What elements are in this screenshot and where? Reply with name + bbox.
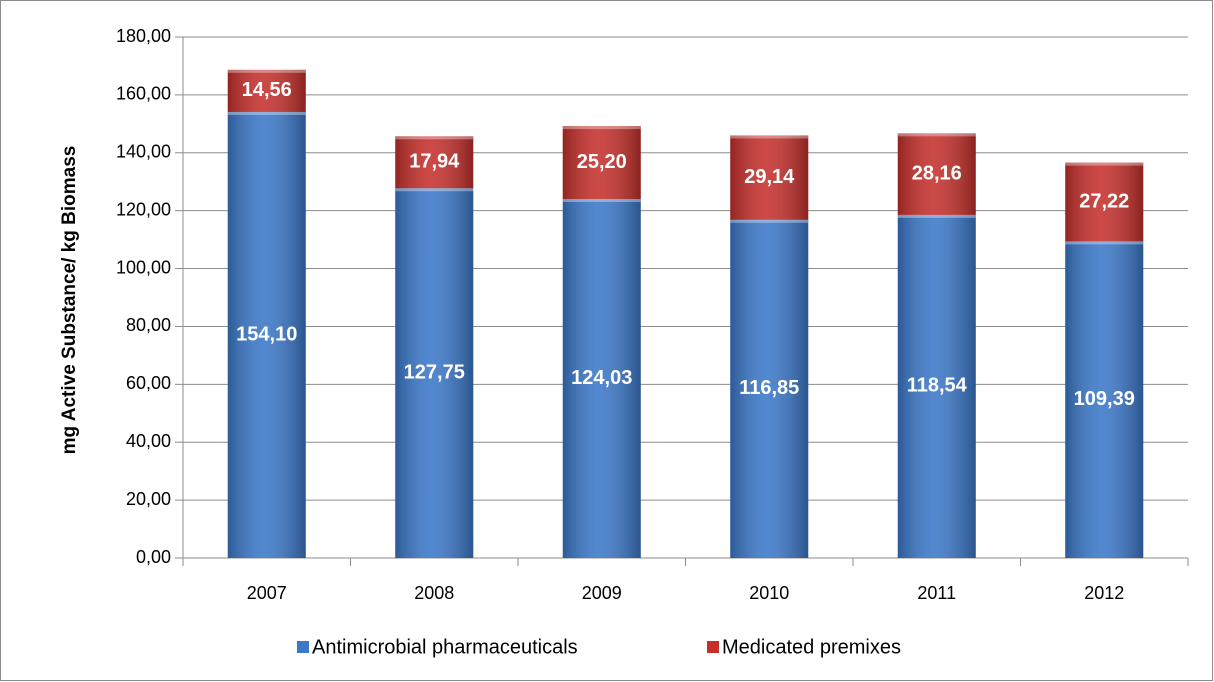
bar-shading bbox=[730, 135, 809, 220]
bar-shading bbox=[730, 219, 809, 558]
y-tick-label: 40,00 bbox=[126, 431, 171, 451]
y-tick-label: 100,00 bbox=[116, 257, 171, 277]
y-tick-label: 140,00 bbox=[116, 142, 171, 162]
bar-top-highlight bbox=[227, 69, 306, 73]
value-label: 118,54 bbox=[907, 375, 968, 397]
value-label: 154,10 bbox=[236, 323, 297, 345]
y-tick-label: 80,00 bbox=[126, 315, 171, 335]
value-label: 29,14 bbox=[744, 166, 795, 188]
y-axis-label: mg Active Substance/ kg Biomass bbox=[59, 146, 80, 455]
bar-top-highlight bbox=[897, 133, 976, 137]
bar-top-highlight bbox=[562, 126, 641, 130]
y-tick-label: 20,00 bbox=[126, 489, 171, 509]
bar-shading bbox=[227, 111, 306, 558]
y-tick-label: 180,00 bbox=[116, 26, 171, 46]
legend-label: Medicated premixes bbox=[722, 636, 901, 658]
value-label: 116,85 bbox=[739, 377, 799, 399]
legend-marker bbox=[707, 641, 719, 653]
value-label: 25,20 bbox=[577, 151, 627, 173]
bar-shading bbox=[562, 126, 641, 200]
bar-shading bbox=[1065, 162, 1144, 242]
legend-label: Antimicrobial pharmaceuticals bbox=[312, 636, 578, 658]
bar-top-highlight bbox=[562, 199, 641, 203]
value-label: 28,16 bbox=[912, 162, 962, 184]
bar-shading bbox=[395, 136, 474, 189]
value-label: 127,75 bbox=[404, 361, 465, 383]
bar-top-highlight bbox=[897, 214, 976, 218]
bar-shading bbox=[562, 199, 641, 558]
y-tick-label: 160,00 bbox=[116, 84, 171, 104]
x-tick-label: 2009 bbox=[582, 583, 622, 603]
x-tick-label: 2007 bbox=[247, 583, 287, 603]
bar-top-highlight bbox=[730, 135, 809, 139]
bar-top-highlight bbox=[395, 136, 474, 140]
value-label: 14,56 bbox=[242, 79, 292, 101]
x-tick-label: 2011 bbox=[917, 583, 956, 603]
bar-shading bbox=[395, 188, 474, 558]
value-label: 27,22 bbox=[1079, 190, 1129, 212]
bar-top-highlight bbox=[730, 219, 809, 223]
value-label: 124,03 bbox=[571, 367, 632, 389]
legend-marker bbox=[297, 641, 309, 653]
bar-shading bbox=[227, 69, 306, 112]
bar-top-highlight bbox=[1065, 162, 1144, 166]
y-tick-label: 0,00 bbox=[136, 547, 171, 567]
x-tick-label: 2012 bbox=[1084, 583, 1124, 603]
x-tick-label: 2008 bbox=[414, 583, 454, 603]
value-label: 109,39 bbox=[1074, 388, 1135, 410]
y-tick-label: 120,00 bbox=[116, 199, 171, 219]
bar-top-highlight bbox=[227, 111, 306, 115]
y-tick-label: 60,00 bbox=[126, 373, 171, 393]
bar-shading bbox=[897, 214, 976, 558]
bar-shading bbox=[1065, 241, 1144, 559]
value-label: 17,94 bbox=[409, 151, 460, 173]
x-tick-label: 2010 bbox=[749, 583, 789, 603]
bar-top-highlight bbox=[395, 188, 474, 192]
bar-shading bbox=[897, 133, 976, 215]
bar-top-highlight bbox=[1065, 241, 1144, 245]
